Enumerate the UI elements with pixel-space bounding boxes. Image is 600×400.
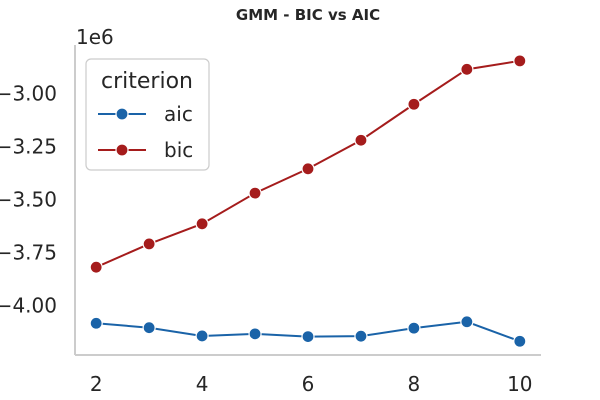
data-point-aic xyxy=(513,334,527,348)
data-point-aic xyxy=(142,321,156,335)
legend-title: criterion xyxy=(101,69,193,94)
x-tick-label: 8 xyxy=(408,372,421,396)
chart-title: GMM - BIC vs AIC xyxy=(236,6,380,24)
y-tick-label: −3.50 xyxy=(0,187,57,211)
series-bic xyxy=(89,54,527,274)
legend-marker xyxy=(115,107,129,121)
x-tick-label: 10 xyxy=(507,372,532,396)
data-point-bic xyxy=(142,237,156,251)
data-point-bic xyxy=(407,97,421,111)
data-point-bic xyxy=(195,217,209,231)
legend-item-aic: aic xyxy=(98,102,193,126)
x-tick-label: 6 xyxy=(302,372,315,396)
data-point-aic xyxy=(354,329,368,343)
legend-box xyxy=(85,58,210,171)
data-point-bic xyxy=(354,133,368,147)
axes: 2 4 6 8 10 −4.00 −3.75 −3.50 −3.25 −3.00 xyxy=(0,45,541,396)
legend-label: bic xyxy=(164,138,193,162)
y-tick-label: −3.25 xyxy=(0,135,57,159)
y-tick-label: −4.00 xyxy=(0,293,57,317)
legend-item-bic: bic xyxy=(98,138,193,162)
data-point-aic xyxy=(248,327,262,341)
data-point-bic xyxy=(89,260,103,274)
data-point-aic xyxy=(407,321,421,335)
plot-area xyxy=(89,54,527,348)
data-point-aic xyxy=(195,329,209,343)
legend-label: aic xyxy=(164,102,193,126)
legend: criterion aic bic xyxy=(85,58,210,171)
y-tick-label: −3.75 xyxy=(0,240,57,264)
data-point-bic xyxy=(460,62,474,76)
series-aic xyxy=(89,315,527,348)
x-tick-label: 4 xyxy=(196,372,209,396)
legend-marker xyxy=(115,143,129,157)
data-point-bic xyxy=(513,54,527,68)
data-point-aic xyxy=(301,329,315,344)
y-offset-label: 1e6 xyxy=(76,25,114,49)
data-point-bic xyxy=(248,186,262,200)
data-point-bic xyxy=(301,162,315,176)
data-point-aic xyxy=(89,316,103,330)
x-tick-label: 2 xyxy=(90,372,103,396)
data-point-aic xyxy=(460,315,474,329)
y-tick-label: −3.00 xyxy=(0,82,57,106)
